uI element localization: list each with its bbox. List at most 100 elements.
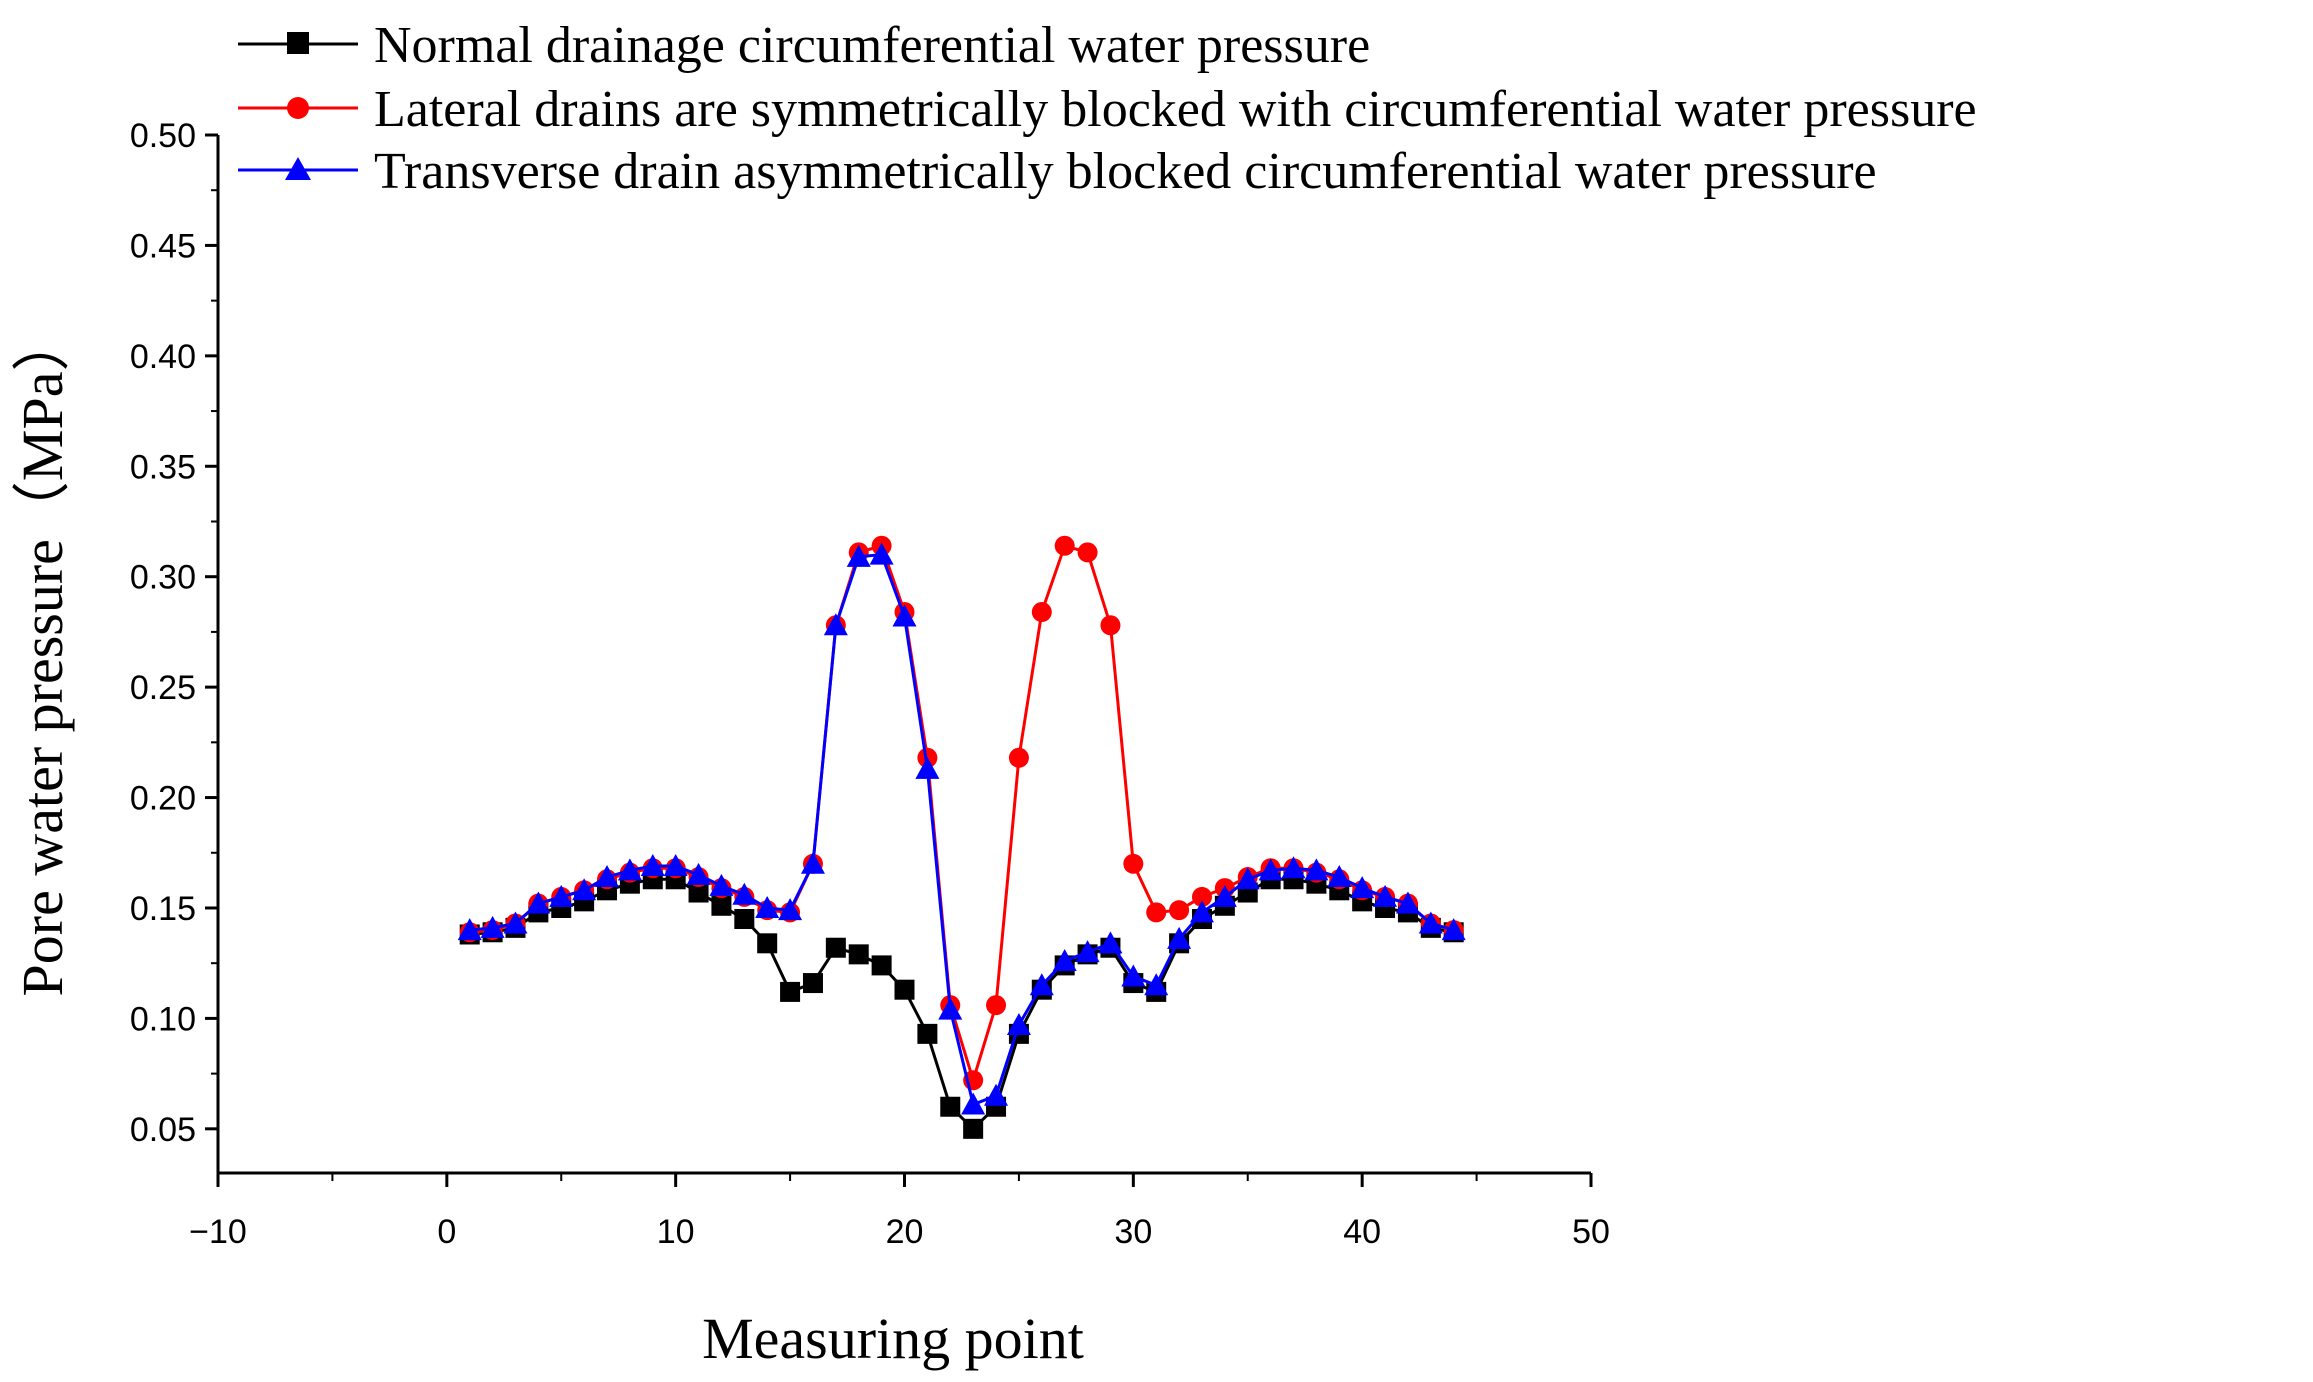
data-point-triangle: [846, 544, 871, 567]
data-point-triangle: [869, 542, 894, 565]
y-tick-label: 0.40: [130, 338, 196, 376]
data-point-triangle: [709, 873, 734, 896]
x-tick-label: 10: [657, 1213, 695, 1251]
data-point-circle: [1008, 747, 1029, 768]
data-point-circle: [1146, 902, 1167, 923]
series-line: [469, 877, 1454, 1131]
legend-item-normal: Normal drainage circumferential water pr…: [238, 17, 1370, 74]
data-point-triangle: [732, 882, 757, 905]
y-tick-label: 0.25: [130, 669, 196, 707]
data-point-triangle: [663, 854, 688, 877]
data-point-square: [780, 981, 801, 1002]
legend-label-transverse: Transverse drain asymmetrically blocked …: [374, 143, 1877, 200]
legend-item-lateral: Lateral drains are symmetrically blocked…: [238, 81, 1977, 138]
x-tick-label: 40: [1343, 1213, 1381, 1251]
y-ticks: 0.05 0.10 0.15 0.20 0.25 0.30 0.35 0.40 0.45 0.50: [130, 117, 218, 1149]
legend-marker-square-icon: [287, 32, 309, 54]
series-line: [469, 552, 1455, 1107]
y-tick-label: 0.20: [130, 780, 196, 818]
data-point-circle: [1169, 900, 1190, 921]
data-point-triangle: [961, 1092, 986, 1115]
y-tick-label: 0.05: [130, 1111, 196, 1149]
data-point-triangle: [1144, 973, 1169, 996]
data-point-triangle: [1441, 918, 1466, 941]
data-point-triangle: [778, 898, 803, 921]
data-point-square: [871, 955, 892, 976]
y-tick-label: 0.45: [130, 227, 196, 265]
data-point-square: [688, 882, 709, 903]
data-point-triangle: [1006, 1013, 1031, 1036]
data-point-triangle: [1281, 856, 1306, 879]
data-point-triangle: [640, 854, 665, 877]
legend-marker-triangle-icon: [285, 157, 311, 180]
legend-label-lateral: Lateral drains are symmetrically blocked…: [374, 81, 1977, 138]
data-point-triangle: [1189, 900, 1214, 923]
x-tick-label: 50: [1572, 1213, 1610, 1251]
data-point-triangle: [1235, 867, 1260, 890]
y-tick-label: 0.15: [130, 890, 196, 928]
y-tick-label: 0.30: [130, 559, 196, 597]
data-point-triangle: [549, 884, 574, 907]
data-point-circle: [1077, 542, 1098, 563]
data-point-triangle: [503, 911, 528, 934]
y-tick-label: 0.10: [130, 1000, 196, 1038]
data-point-square: [940, 1096, 961, 1117]
series-line: [469, 543, 1455, 1086]
data-point-triangle: [686, 862, 711, 885]
data-point-triangle: [1052, 948, 1077, 971]
data-point-square: [825, 937, 846, 958]
data-point-triangle: [457, 918, 482, 941]
x-axis-title: Measuring point: [702, 1306, 1084, 1371]
y-tick-label: 0.50: [130, 117, 196, 155]
data-point-circle: [1054, 535, 1075, 556]
data-point-circle: [1100, 615, 1121, 636]
data-point-triangle: [1418, 911, 1443, 934]
data-point-triangle: [1098, 931, 1123, 954]
data-point-triangle: [1327, 865, 1352, 888]
data-point-triangle: [800, 851, 825, 874]
legend-label-normal: Normal drainage circumferential water pr…: [374, 17, 1370, 74]
y-axis-title: Pore water pressure（MPa）: [10, 314, 75, 997]
data-point-triangle: [572, 878, 597, 901]
data-point-square: [848, 944, 869, 965]
data-point-square: [802, 973, 823, 994]
data-point-triangle: [480, 915, 505, 938]
data-point-triangle: [1075, 940, 1100, 963]
data-point-triangle: [1258, 858, 1283, 881]
data-point-triangle: [1212, 884, 1237, 907]
data-point-triangle: [526, 891, 551, 914]
data-point-triangle: [1029, 973, 1054, 996]
y-tick-label: 0.35: [130, 448, 196, 486]
data-point-triangle: [595, 865, 620, 888]
data-point-triangle: [1304, 858, 1329, 881]
series-1: [459, 535, 1464, 1091]
series-2: [457, 542, 1466, 1115]
data-point-triangle: [617, 858, 642, 881]
data-point-triangle: [892, 604, 917, 627]
legend-marker-circle-icon: [287, 97, 309, 119]
data-point-triangle: [1167, 926, 1192, 949]
data-point-square: [734, 909, 755, 930]
data-point-triangle: [1350, 876, 1375, 899]
series-0: [459, 869, 1464, 1139]
data-point-circle: [1031, 602, 1052, 623]
data-point-triangle: [984, 1083, 1009, 1106]
data-point-triangle: [1121, 964, 1146, 987]
data-point-triangle: [755, 895, 780, 918]
x-tick-label: 0: [437, 1213, 456, 1251]
data-point-triangle: [823, 613, 848, 636]
data-point-square: [711, 895, 732, 916]
data-point-square: [917, 1023, 938, 1044]
x-tick-label: −10: [189, 1213, 247, 1251]
data-point-triangle: [938, 997, 963, 1020]
data-point-circle: [1191, 886, 1212, 907]
data-point-square: [894, 979, 915, 1000]
legend-item-transverse: Transverse drain asymmetrically blocked …: [238, 143, 1877, 200]
x-tick-label: 30: [1114, 1213, 1152, 1251]
data-point-circle: [1123, 853, 1144, 874]
series-group: [457, 535, 1466, 1139]
x-tick-label: 20: [886, 1213, 924, 1251]
x-ticks: −10 0 10 20 30 40 50: [189, 1173, 1610, 1251]
data-point-triangle: [1395, 891, 1420, 914]
